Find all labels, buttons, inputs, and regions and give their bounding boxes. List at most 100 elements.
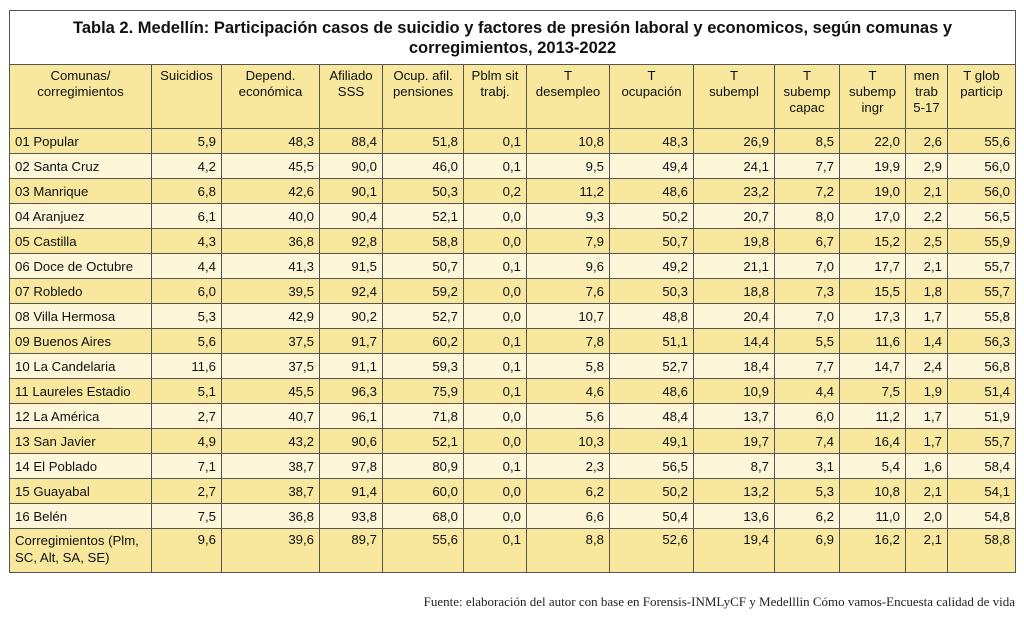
table-cell: 56,5 [609,453,694,479]
column-header: Afiliado SSS [319,64,383,129]
column-header-line: Pblm sit [471,68,519,83]
table-cell: 0,1 [463,353,527,379]
table-cell: 5,3 [151,303,222,329]
table-cell: 5,1 [151,378,222,404]
table-cell: 54,1 [947,478,1016,504]
table-cell: 56,8 [947,353,1016,379]
row-label: 12 La América [9,403,152,429]
table-cell: 0,0 [463,478,527,504]
table-cell: 0,1 [463,128,527,154]
column-header-line: 5-17 [913,100,940,115]
table-cell: 1,8 [905,278,948,304]
row-label: 06 Doce de Octubre [9,253,152,279]
table-cell: 41,3 [221,253,320,279]
table-cell: 48,8 [609,303,694,329]
table-cell: 1,7 [905,303,948,329]
table-cell: 50,2 [609,203,694,229]
table-cell: 49,2 [609,253,694,279]
table-cell: 7,5 [151,503,222,529]
table-cell: 0,0 [463,428,527,454]
table-cell: 6,9 [774,528,840,573]
table-cell: 96,3 [319,378,383,404]
table-cell: 2,0 [905,503,948,529]
table-cell: 2,2 [905,203,948,229]
table-cell: 91,7 [319,328,383,354]
table-cell: 37,5 [221,328,320,354]
table-cell: 8,0 [774,203,840,229]
column-header-line: económica [238,84,303,99]
table-cell: 37,5 [221,353,320,379]
table-cell: 48,3 [221,128,320,154]
table-cell: 4,6 [526,378,610,404]
table-row: 13 San Javier 4,9 43,2 90,6 52,1 0,0 10,3 49,1 1… [9,428,1016,454]
table-cell: 51,8 [382,128,464,154]
table-cell: 21,1 [693,253,775,279]
table-cell: 91,5 [319,253,383,279]
table-cell: 6,0 [151,278,222,304]
table-cell: 0,1 [463,378,527,404]
table-cell: 55,7 [947,253,1016,279]
table-cell: 6,8 [151,178,222,204]
table-cell: 55,7 [947,428,1016,454]
table-row: 10 La Candelaria 11,6 37,5 91,1 59,3 0,1 5,8 52… [9,353,1016,379]
column-header-line: Depend. [245,68,296,83]
table-cell: 13,7 [693,403,775,429]
table-cell: 17,0 [839,203,906,229]
table-cell: 1,9 [905,378,948,404]
table-cell: 5,3 [774,478,840,504]
table-cell: 36,8 [221,503,320,529]
table-cell: 59,3 [382,353,464,379]
table-cell: 56,0 [947,153,1016,179]
table-cell: 16,4 [839,428,906,454]
table-cell: 10,3 [526,428,610,454]
row-label: 13 San Javier [9,428,152,454]
table-cell: 55,9 [947,228,1016,254]
column-header-line: SSS [337,84,365,99]
table-cell: 58,8 [947,528,1016,573]
table-cell: 89,7 [319,528,383,573]
table-cell: 11,6 [151,353,222,379]
table-cell: 55,6 [947,128,1016,154]
column-header-line: pensiones [392,84,454,99]
table-cell: 2,9 [905,153,948,179]
column-header-line: capac [789,100,825,115]
table-cell: 55,8 [947,303,1016,329]
table-cell: 60,0 [382,478,464,504]
table-cell: 7,9 [526,228,610,254]
table-row: 16 Belén 7,5 36,8 93,8 68,0 0,0 6,6 50,4 13,6 6,2… [9,503,1016,529]
table-cell: 26,9 [693,128,775,154]
table-cell: 18,8 [693,278,775,304]
table-cell: 5,8 [526,353,610,379]
table-cell: 58,4 [947,453,1016,479]
table-cell: 52,1 [382,203,464,229]
column-header-line: T [868,68,877,83]
table-cell: 91,1 [319,353,383,379]
table-cell: 4,4 [151,253,222,279]
table-cell: 90,1 [319,178,383,204]
table-cell: 0,0 [463,403,527,429]
table-cell: 17,7 [839,253,906,279]
table-cell: 38,7 [221,478,320,504]
table-cell: 24,1 [693,153,775,179]
table-cell: 43,2 [221,428,320,454]
table-cell: 20,7 [693,203,775,229]
table-cell: 19,9 [839,153,906,179]
table-cell: 45,5 [221,153,320,179]
table-cell: 46,0 [382,153,464,179]
column-header: Depend. económica [221,64,320,129]
table-cell: 48,3 [609,128,694,154]
table-cell: 6,7 [774,228,840,254]
table-cell: 40,0 [221,203,320,229]
table-cell: 11,2 [839,403,906,429]
table-cell: 50,3 [382,178,464,204]
table-cell: 7,8 [526,328,610,354]
table-cell: 52,7 [382,303,464,329]
column-header: T glob particip [947,64,1016,129]
table-cell: 14,4 [693,328,775,354]
table-cell: 18,4 [693,353,775,379]
table-cell: 0,1 [463,253,527,279]
table-cell: 54,8 [947,503,1016,529]
table-cell: 0,1 [463,153,527,179]
table-cell: 10,9 [693,378,775,404]
